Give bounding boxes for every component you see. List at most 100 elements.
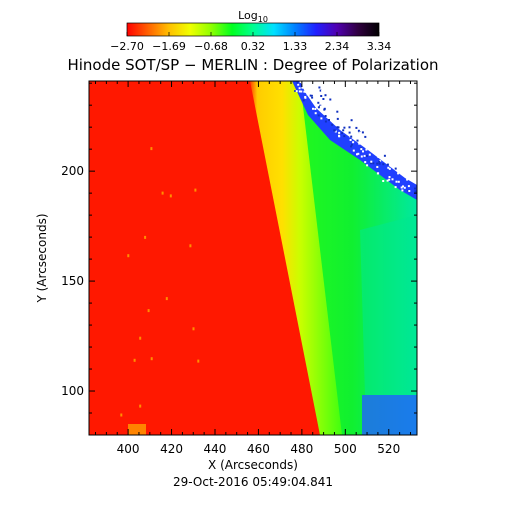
disk-speck <box>161 191 164 195</box>
noise-speck <box>370 162 372 165</box>
noise-speck <box>338 131 341 134</box>
noise-speck <box>403 186 406 189</box>
noise-speck <box>350 145 353 148</box>
x-tick-label: 480 <box>290 442 313 456</box>
noise-speck <box>304 81 306 84</box>
noise-speck <box>324 120 327 123</box>
noise-speck <box>401 189 404 192</box>
noise-speck <box>304 84 307 87</box>
noise-speck <box>331 106 334 109</box>
noise-speck <box>376 162 379 165</box>
noise-speck <box>387 166 390 169</box>
timestamp: 29-Oct-2016 05:49:04.841 <box>173 475 333 489</box>
noise-speck <box>317 114 320 117</box>
noise-speck <box>414 190 417 193</box>
noise-speck <box>298 87 301 90</box>
noise-speck <box>349 139 352 141</box>
x-tick-label: 440 <box>204 442 227 456</box>
noise-speck <box>297 83 300 86</box>
noise-speck <box>296 81 299 84</box>
y-axis-label: Y (Arcseconds) <box>35 213 49 303</box>
chart-title: Hinode SOT/SP − MERLIN : Degree of Polar… <box>67 56 438 74</box>
noise-speck <box>357 152 360 155</box>
noise-speck <box>388 178 391 181</box>
noise-speck <box>310 93 313 95</box>
noise-speck <box>406 178 409 181</box>
noise-speck <box>365 148 368 151</box>
noise-speck <box>295 90 298 93</box>
disk-speck <box>144 235 147 239</box>
noise-speck <box>351 143 353 146</box>
disk-speck <box>150 357 153 361</box>
x-axis-label: X (Arcseconds) <box>208 458 298 472</box>
noise-speck <box>352 141 355 144</box>
disk-speck <box>197 359 200 363</box>
noise-speck <box>362 150 364 153</box>
disk-speck <box>147 309 150 313</box>
disk-speck <box>189 244 192 248</box>
noise-speck <box>330 109 333 112</box>
noise-speck <box>407 185 410 188</box>
noise-speck <box>345 130 348 133</box>
noise-speck <box>366 164 369 167</box>
noise-speck <box>302 99 305 102</box>
noise-speck <box>397 172 400 175</box>
noise-speck <box>353 134 356 137</box>
y-tick-label: 150 <box>61 274 84 288</box>
noise-speck <box>331 123 334 126</box>
noise-speck <box>368 153 371 156</box>
y-tick-label: 100 <box>61 384 84 398</box>
noise-speck <box>336 117 339 120</box>
noise-speck <box>397 180 400 183</box>
noise-speck <box>394 167 397 170</box>
noise-speck <box>382 163 385 166</box>
noise-speck <box>364 135 367 138</box>
disk-speck <box>120 413 123 417</box>
noise-speck <box>328 119 330 121</box>
noise-speck <box>350 119 353 122</box>
colorbar-tick-label: 0.32 <box>241 40 266 53</box>
noise-speck <box>359 131 362 134</box>
noise-speck <box>394 186 397 189</box>
noise-speck <box>304 96 307 99</box>
noise-speck <box>358 142 361 145</box>
noise-speck <box>382 180 385 182</box>
noise-speck <box>360 155 363 158</box>
noise-speck <box>320 117 323 120</box>
noise-speck <box>320 105 322 108</box>
noise-speck <box>321 89 324 92</box>
noise-speck <box>365 154 368 157</box>
noise-speck <box>324 115 327 117</box>
x-axis: 400 420 440 460 480 500 520 <box>95 81 411 456</box>
noise-speck <box>314 108 317 110</box>
colorbar-ticks: −2.70 −1.69 −0.68 0.32 1.33 2.34 3.34 <box>110 32 391 53</box>
noise-speck <box>363 154 366 157</box>
disk-speck <box>128 424 146 435</box>
disk-speck <box>139 404 142 408</box>
noise-speck <box>310 82 313 85</box>
noise-speck <box>310 94 313 97</box>
noise-speck <box>335 115 338 118</box>
x-tick-label: 500 <box>334 442 357 456</box>
noise-speck <box>338 134 340 137</box>
colorbar-tick-label: −2.70 <box>110 40 144 53</box>
noise-speck <box>372 143 374 146</box>
noise-speck <box>356 139 359 142</box>
noise-speck <box>386 163 389 166</box>
noise-speck <box>311 96 314 99</box>
noise-speck <box>329 98 332 101</box>
region-far-off-limb <box>360 215 417 400</box>
noise-speck <box>381 158 384 161</box>
noise-speck <box>372 162 375 165</box>
y-tick-label: 200 <box>61 164 84 178</box>
disk-speck <box>194 188 197 192</box>
noise-speck <box>408 190 411 192</box>
noise-speck <box>380 153 383 156</box>
noise-speck <box>304 90 307 93</box>
noise-speck <box>388 167 391 170</box>
noise-speck <box>348 126 351 129</box>
disk-speck <box>192 327 195 331</box>
x-tick-label: 460 <box>247 442 270 456</box>
noise-speck <box>309 94 312 97</box>
disk-speck <box>165 297 168 301</box>
